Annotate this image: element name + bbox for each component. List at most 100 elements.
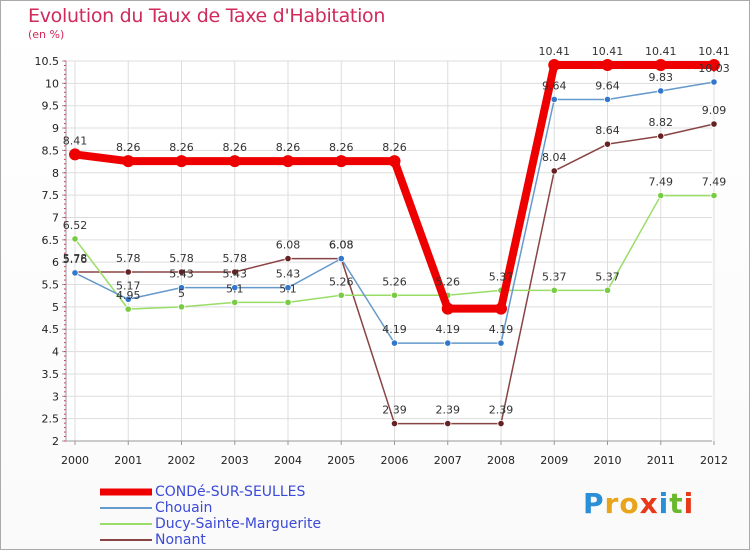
data-point bbox=[603, 95, 612, 104]
data-point bbox=[124, 305, 132, 313]
data-point bbox=[71, 235, 79, 243]
y-tick-label: 5.5 bbox=[42, 279, 60, 292]
data-label: 7.49 bbox=[649, 176, 674, 189]
data-point bbox=[601, 59, 614, 72]
data-label: 10.41 bbox=[698, 45, 730, 58]
data-label: 8.26 bbox=[223, 141, 248, 154]
y-tick-label: 6 bbox=[52, 256, 59, 269]
y-tick-label: 2.5 bbox=[42, 413, 60, 426]
data-point bbox=[231, 298, 239, 307]
data-point bbox=[390, 291, 399, 299]
legend-item-ducy: Ducy-Sainte-Marguerite bbox=[100, 516, 321, 532]
data-label: 8.26 bbox=[276, 141, 301, 154]
data-labels: 5.78 5.78 5.78 5.78 6.08 6.08 2.39 2.39 2.39 8.04… bbox=[63, 45, 730, 417]
data-point bbox=[710, 78, 718, 86]
logo-letter: o bbox=[619, 487, 640, 520]
data-label: 8.41 bbox=[63, 134, 88, 147]
legend-item-nonant: Nonant bbox=[100, 532, 321, 548]
x-tick-label: 2011 bbox=[647, 454, 675, 467]
grid bbox=[66, 60, 715, 442]
data-label: 5.43 bbox=[223, 268, 248, 281]
data-point bbox=[710, 120, 718, 128]
data-label: 8.26 bbox=[382, 141, 407, 154]
data-point bbox=[335, 155, 348, 168]
data-point bbox=[657, 87, 665, 95]
data-point bbox=[548, 59, 561, 72]
x-tick-label: 2007 bbox=[434, 454, 462, 467]
data-point bbox=[284, 298, 292, 307]
data-point bbox=[603, 140, 612, 148]
data-point bbox=[657, 132, 665, 140]
data-label: 5.1 bbox=[226, 282, 244, 295]
data-label: 8.26 bbox=[329, 141, 354, 154]
legend-label-chouain: Chouain bbox=[155, 499, 213, 516]
plot-area bbox=[66, 61, 712, 441]
x-tick-label: 2004 bbox=[274, 454, 302, 467]
proxiti-logo: Proxiti bbox=[583, 487, 694, 520]
logo-letter: i bbox=[658, 487, 670, 520]
data-point bbox=[124, 295, 132, 303]
data-point bbox=[177, 284, 186, 292]
data-label: 6.52 bbox=[63, 219, 88, 232]
y-tick-label: 2 bbox=[52, 435, 59, 448]
data-label: 4.19 bbox=[436, 323, 461, 336]
y-tick-label: 10.5 bbox=[35, 55, 60, 68]
y-tick-label: 3.5 bbox=[42, 368, 60, 381]
data-label: 5.37 bbox=[595, 270, 620, 283]
legend: CONDé-SUR-SEULLES Chouain Ducy-Sainte-Ma… bbox=[100, 484, 321, 548]
legend-swatch-ducy bbox=[100, 523, 152, 525]
data-point bbox=[550, 286, 558, 294]
logo-letter: t bbox=[669, 487, 684, 520]
legend-swatch-conde bbox=[100, 488, 152, 496]
data-point bbox=[710, 191, 718, 200]
legend-swatch-chouain bbox=[100, 507, 152, 509]
data-label: 2.39 bbox=[436, 404, 461, 417]
data-label: 5.26 bbox=[329, 275, 354, 288]
data-point bbox=[444, 419, 452, 428]
data-point bbox=[603, 286, 612, 294]
logo-letter: i bbox=[683, 487, 695, 520]
data-label: 8.26 bbox=[116, 141, 141, 154]
data-label: 5.43 bbox=[169, 268, 194, 281]
y-tick-label: 8 bbox=[52, 167, 59, 180]
legend-label-nonant: Nonant bbox=[155, 531, 206, 548]
data-point bbox=[69, 148, 81, 161]
x-tick-label: 2000 bbox=[61, 454, 89, 467]
x-tick-label: 2010 bbox=[594, 454, 622, 467]
data-point bbox=[390, 419, 399, 428]
y-tick-label: 7 bbox=[52, 211, 59, 224]
data-label: 5 bbox=[178, 287, 185, 300]
y-tick-label: 7.5 bbox=[42, 189, 60, 202]
data-point bbox=[497, 419, 505, 428]
data-label: 5.1 bbox=[279, 282, 297, 295]
data-point bbox=[228, 155, 241, 168]
data-point bbox=[337, 255, 345, 263]
data-label: 10.41 bbox=[539, 45, 571, 58]
x-tick-label: 2003 bbox=[221, 454, 249, 467]
data-label: 9.64 bbox=[595, 79, 620, 92]
data-label: 10.41 bbox=[592, 45, 624, 58]
data-label: 7.49 bbox=[702, 176, 727, 189]
y-tick-label: 8.5 bbox=[42, 144, 60, 157]
data-label: 6.08 bbox=[329, 239, 354, 252]
series-lines bbox=[69, 59, 720, 428]
legend-label-conde: CONDé-SUR-SEULLES bbox=[155, 483, 306, 500]
data-point bbox=[441, 302, 454, 315]
x-tick-label: 2005 bbox=[327, 454, 355, 467]
y-tick-label: 9 bbox=[52, 122, 59, 135]
x-tick-label: 2006 bbox=[381, 454, 409, 467]
data-point bbox=[124, 268, 132, 276]
y-tick-label: 4.5 bbox=[42, 323, 60, 336]
data-label: 9.64 bbox=[542, 79, 567, 92]
x-tick-label: 2008 bbox=[487, 454, 515, 467]
data-point bbox=[284, 284, 292, 292]
x-tick-label: 2012 bbox=[700, 454, 728, 467]
data-point bbox=[122, 155, 135, 168]
y-tick-label: 5 bbox=[52, 301, 59, 314]
chart-title: Evolution du Taux de Taxe d'Habitation bbox=[28, 5, 386, 27]
data-point bbox=[654, 59, 667, 72]
data-label: 5.78 bbox=[223, 252, 248, 265]
y-tick-label: 10 bbox=[45, 77, 59, 90]
data-point bbox=[177, 268, 186, 276]
